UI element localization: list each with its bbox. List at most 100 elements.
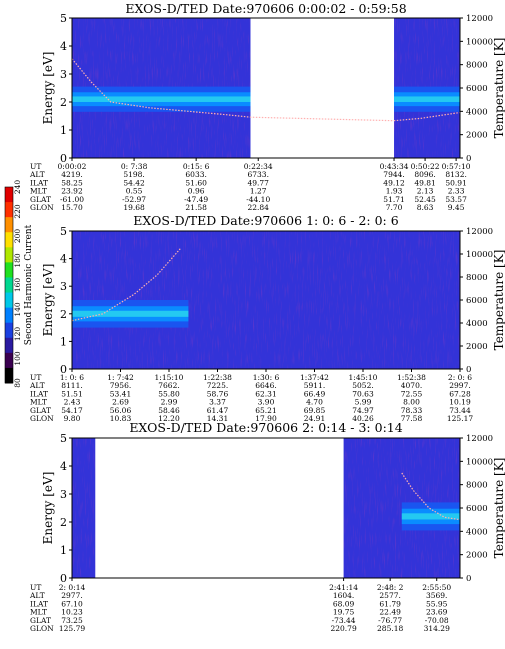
orbit-cell: 67.10 <box>61 599 83 608</box>
orbit-cell: 125.79 <box>59 624 85 633</box>
orbit-cell: 5911. <box>304 381 325 390</box>
orbit-cell: 7956. <box>110 381 131 390</box>
panel-1: EXOS-D/TED Date:970606 0:00:02 - 0:59:58… <box>29 1 505 212</box>
orbit-cell: 1:37:42 <box>300 373 329 382</box>
y-right-tick-label: 10000 <box>466 250 493 260</box>
orbit-cell: -70.08 <box>425 616 449 625</box>
y-tick-label: 3 <box>60 488 67 501</box>
orbit-row-label: ALT <box>29 170 45 179</box>
orbit-cell: 5198. <box>123 170 144 179</box>
orbit-cell: 49.81 <box>414 178 435 187</box>
y-right-axis-label: Temperature [K] <box>492 458 505 559</box>
panel-title: EXOS-D/TED Date:970606 0:00:02 - 0:59:58 <box>125 1 406 16</box>
orbit-cell: 4.70 <box>306 398 323 407</box>
orbit-cell: 69.85 <box>304 406 326 415</box>
orbit-cell: 2.99 <box>161 398 178 407</box>
orbit-cell: 2:41:14 <box>329 583 358 592</box>
colorbar-swatch <box>5 292 13 309</box>
orbit-cell: 5052. <box>352 381 373 390</box>
y-tick-label: 5 <box>60 12 67 25</box>
orbit-cell: 6033. <box>185 170 206 179</box>
y-right-tick-label: 12000 <box>466 227 493 237</box>
y-right-tick-label: 8000 <box>466 273 488 283</box>
colorbar: 80 100 120 140 160 180 200 220 240 Second Harmoni… <box>4 180 34 388</box>
temperature-curve <box>72 247 182 322</box>
orbit-cell: 4219. <box>61 170 82 179</box>
orbit-cell: 7225. <box>207 381 228 390</box>
orbit-cell: -61.00 <box>60 195 84 204</box>
orbit-cell: 2.13 <box>417 187 434 196</box>
orbit-cell: 1604. <box>333 591 354 600</box>
orbit-cell: 10.83 <box>110 414 132 423</box>
orbit-cell: -47.49 <box>184 195 208 204</box>
orbit-cell: 2.43 <box>64 398 81 407</box>
colorbar-swatch <box>5 262 13 278</box>
orbit-cell: 74.97 <box>352 406 374 415</box>
orbit-cell: 2977. <box>61 591 82 600</box>
orbit-row-label: ALT <box>29 381 45 390</box>
orbit-cell: 314.29 <box>424 624 450 633</box>
orbit-cell: 56.06 <box>110 406 132 415</box>
orbit-cell: 55.80 <box>158 389 180 398</box>
orbit-cell: 10.19 <box>449 398 471 407</box>
y-right-axis-label: Temperature [K] <box>492 38 505 139</box>
orbit-row-label: ILAT <box>30 178 48 187</box>
orbit-cell: 3.90 <box>258 398 275 407</box>
colorbar-swatch <box>5 217 13 233</box>
orbit-cell: 51.71 <box>383 195 404 204</box>
y-tick-label: 1 <box>60 544 67 557</box>
orbit-cell: 1:52:38 <box>397 373 426 382</box>
orbit-cell: 10.23 <box>61 608 83 617</box>
orbit-cell: 17.90 <box>255 414 277 423</box>
band-core <box>401 513 460 520</box>
y-right-tick-label: 10000 <box>466 457 493 467</box>
colorbar-tick-label: 240 <box>13 180 22 195</box>
colorbar-swatch <box>5 202 13 218</box>
orbit-cell: 19.68 <box>123 203 145 212</box>
y-right-tick-label: 0 <box>466 574 471 584</box>
y-right-tick-label: 8000 <box>466 61 488 71</box>
orbit-cell: 54.17 <box>61 406 83 415</box>
orbit-row-label: GLAT <box>30 616 51 625</box>
orbit-row-label: MLT <box>30 187 47 196</box>
orbit-cell: 2.69 <box>112 398 129 407</box>
orbit-cell: 22.49 <box>379 608 401 617</box>
colorbar-frame <box>4 186 14 384</box>
orbit-cell: 54.42 <box>123 178 145 187</box>
data-noise <box>72 438 96 578</box>
y-axis-label: Energy [eV] <box>41 472 55 545</box>
orbit-cell: 2: 0: 6 <box>448 373 472 382</box>
orbit-cell: 3569. <box>426 591 447 600</box>
y-tick-label: 0 <box>60 363 67 376</box>
colorbar-swatch <box>5 187 13 203</box>
y-right-tick-label: 2000 <box>466 342 488 352</box>
y-tick-label: 0 <box>60 152 67 165</box>
orbit-row-label: GLON <box>30 414 54 423</box>
y-right-tick-label: 4000 <box>466 527 488 537</box>
panel-title: EXOS-D/TED Date:970606 1: 0: 6 - 2: 0: 6 <box>133 213 398 228</box>
orbit-cell: 61.79 <box>379 599 401 608</box>
orbit-cell: 49.12 <box>383 178 405 187</box>
orbit-row-label: UT <box>30 583 41 592</box>
orbit-cell: 53.41 <box>110 389 131 398</box>
orbit-cell: 53.57 <box>445 195 467 204</box>
orbit-cell: 58.46 <box>158 406 180 415</box>
y-right-tick-label: 12000 <box>466 14 493 24</box>
orbit-cell: 2: 0:14 <box>59 583 86 592</box>
colorbar-label: Second Harmonic Current <box>24 224 34 345</box>
orbit-cell: 0:15: 6 <box>183 162 210 171</box>
y-right-axis-label: Temperature [K] <box>492 250 505 351</box>
orbit-cell: 55.95 <box>426 599 448 608</box>
y-right-tick-label: 4000 <box>466 319 488 329</box>
orbit-cell: 2.33 <box>448 187 465 196</box>
y-right-tick-label: 2000 <box>466 551 488 561</box>
orbit-cell: 66.49 <box>304 389 326 398</box>
orbit-row-label: MLT <box>30 398 47 407</box>
orbit-row-label: UT <box>30 373 41 382</box>
y-right-tick-label: 10000 <box>466 37 493 47</box>
y-tick-label: 1 <box>60 335 67 348</box>
orbit-cell: 8132. <box>445 170 466 179</box>
orbit-row-label: GLON <box>30 624 54 633</box>
y-tick-label: 2 <box>60 308 67 321</box>
orbit-cell: 58.76 <box>207 389 229 398</box>
